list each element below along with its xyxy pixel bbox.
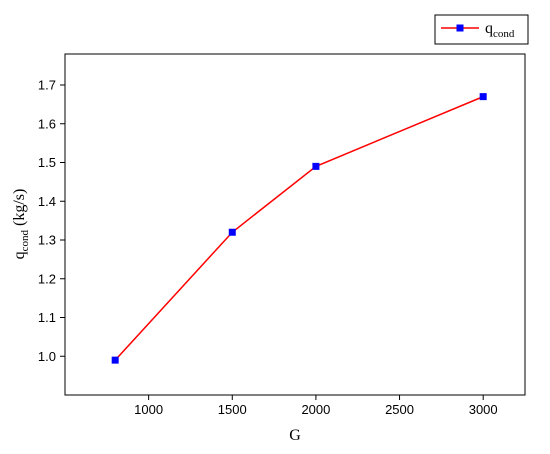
y-tick-label: 1.3 (38, 233, 56, 248)
x-tick-label: 2500 (385, 402, 414, 417)
x-tick-label: 3000 (469, 402, 498, 417)
y-tick-label: 1.1 (38, 310, 56, 325)
x-tick-label: 1000 (134, 402, 163, 417)
y-tick-label: 1.5 (38, 155, 56, 170)
legend: qcond (434, 14, 529, 45)
series-layer (111, 93, 487, 364)
data-point (228, 228, 236, 236)
x-axis: 1000 1500 2000 2500 3000 (134, 395, 498, 417)
legend-marker (456, 24, 464, 32)
series-line (114, 95, 484, 361)
y-axis-title-sub: cond (19, 229, 31, 251)
x-axis-title: G (289, 427, 301, 444)
legend-label-sub: cond (493, 28, 515, 40)
legend-label: qcond (485, 20, 515, 40)
legend-label-main: q (485, 20, 493, 37)
y-tick-label: 1.7 (38, 78, 56, 93)
x-tick-label: 1500 (218, 402, 247, 417)
y-tick-label: 1.0 (38, 349, 56, 364)
y-tick-label: 1.4 (38, 194, 56, 209)
y-tick-label: 1.6 (38, 116, 56, 131)
data-point (111, 356, 119, 364)
y-axis-title-main: q (11, 251, 28, 259)
x-tick-label: 2000 (301, 402, 330, 417)
y-tick-label: 1.2 (38, 271, 56, 286)
y-axis-title: qcond (kg/s) (11, 189, 31, 260)
data-point (479, 93, 487, 101)
legend-box (434, 14, 529, 45)
data-point (312, 162, 320, 170)
y-axis-title-unit: (kg/s) (11, 189, 28, 230)
plot-area (64, 53, 526, 396)
y-axis: 1.0 1.1 1.2 1.3 1.4 1.5 1.6 1.7 (38, 78, 65, 364)
